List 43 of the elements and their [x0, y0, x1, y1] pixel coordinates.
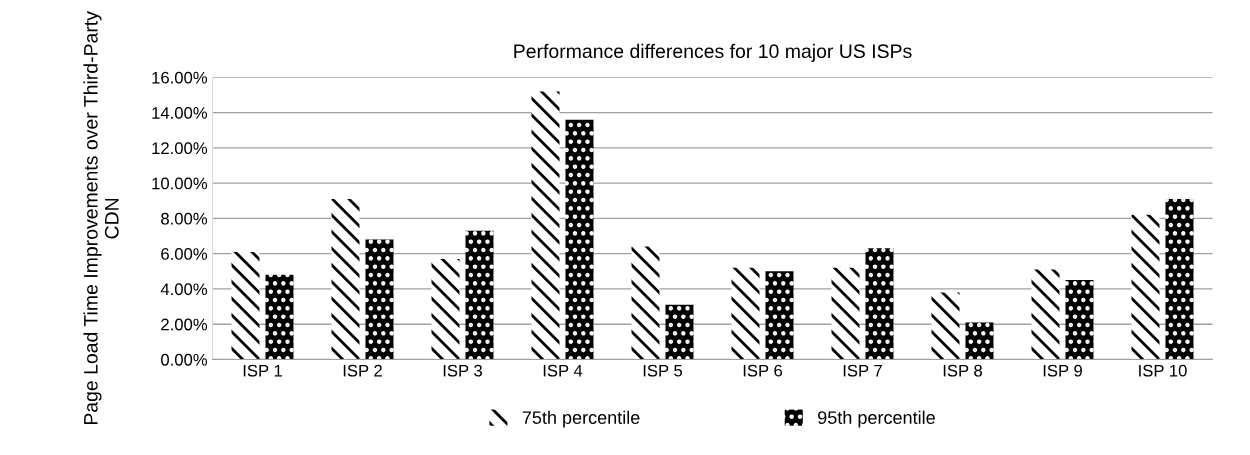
y-tick-label: 2.00%	[161, 318, 208, 331]
x-tick-label: ISP 4	[543, 364, 583, 377]
y-tick-label: 8.00%	[161, 212, 208, 225]
bar	[531, 91, 560, 360]
y-tick-label: 6.00%	[161, 248, 208, 260]
bar	[431, 258, 460, 360]
x-tick-label: ISP 9	[1043, 364, 1082, 377]
x-tick-label: ISP 3	[443, 364, 482, 377]
y-tick-label: 16.00%	[152, 71, 208, 84]
bar	[365, 239, 394, 360]
bar	[331, 199, 360, 360]
bar	[1065, 280, 1094, 360]
x-tick-label: ISP 8	[943, 364, 983, 377]
y-tick-label: 14.00%	[152, 107, 208, 119]
x-tick-label: ISP 6	[743, 364, 782, 377]
y-tick-label: 12.00%	[152, 142, 208, 155]
bar	[865, 248, 894, 360]
x-tick-label: ISP 7	[843, 364, 882, 377]
y-tick-label: 0.00%	[161, 353, 208, 366]
bar	[231, 251, 260, 360]
x-tick-label: ISP 10	[1139, 364, 1187, 377]
bar	[765, 271, 794, 360]
x-tick-label: ISP 2	[343, 364, 382, 377]
legend-label: 95th percentile	[818, 410, 935, 428]
x-tick-label: ISP 5	[643, 364, 683, 377]
legend-label: 75th percentile	[522, 410, 640, 428]
chart-title: Performance differences for 10 major US ISPs	[514, 43, 912, 62]
bar	[465, 230, 494, 360]
bar	[931, 292, 960, 360]
y-tick-label: 4.00%	[160, 283, 208, 296]
bar	[265, 274, 294, 360]
bar	[665, 304, 694, 360]
bar	[1165, 199, 1194, 360]
x-tick-label: ISP 1	[243, 364, 282, 377]
y-axis-title: Page Load Time Improvements over Third-Party CDN	[83, 11, 119, 425]
bar	[1031, 269, 1060, 360]
y-tick-label: 10.00%	[152, 177, 208, 190]
bar	[1131, 214, 1160, 360]
bar	[831, 267, 860, 360]
bar	[731, 267, 760, 360]
bar	[965, 322, 994, 360]
bar	[631, 246, 660, 360]
bar	[565, 119, 594, 360]
